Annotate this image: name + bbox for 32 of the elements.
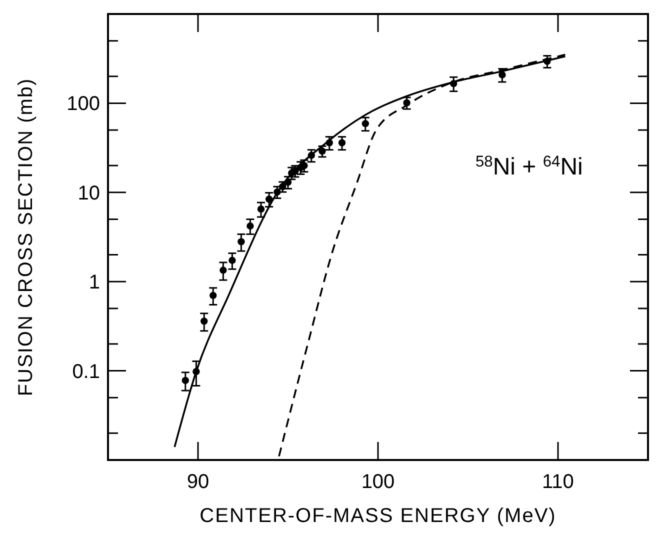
point [498,71,506,78]
point [403,99,410,106]
y-tick-label: 100 [66,93,100,116]
point [192,368,200,376]
point [326,139,333,146]
point [238,238,245,246]
point [300,162,308,170]
point [338,139,346,146]
point [228,256,236,264]
x-tick-label: 100 [361,471,395,493]
point [210,292,217,300]
point [284,178,292,186]
point [450,80,458,88]
y-tick-label: 10 [78,182,100,204]
x-axis-title: CENTER-OF-MASS ENERGY (MeV) [200,505,556,527]
x-tick-label: 110 [542,471,574,493]
point [246,222,254,230]
point [200,318,208,325]
point [266,196,273,203]
y-axis-title: FUSION CROSS SECTION (mb) [15,78,37,396]
point [220,266,227,274]
y-tick-label: 1 [88,272,100,294]
point [182,376,189,384]
point [318,148,326,155]
y-tick-label: 0.1 [72,360,100,383]
point [274,188,281,196]
x-tick-label: 90 [186,471,210,493]
point [362,120,369,128]
annotation: $^{58}$Ni + $^{64}$Ni [475,152,583,180]
point [544,58,551,65]
point [308,152,315,159]
point [257,205,265,213]
